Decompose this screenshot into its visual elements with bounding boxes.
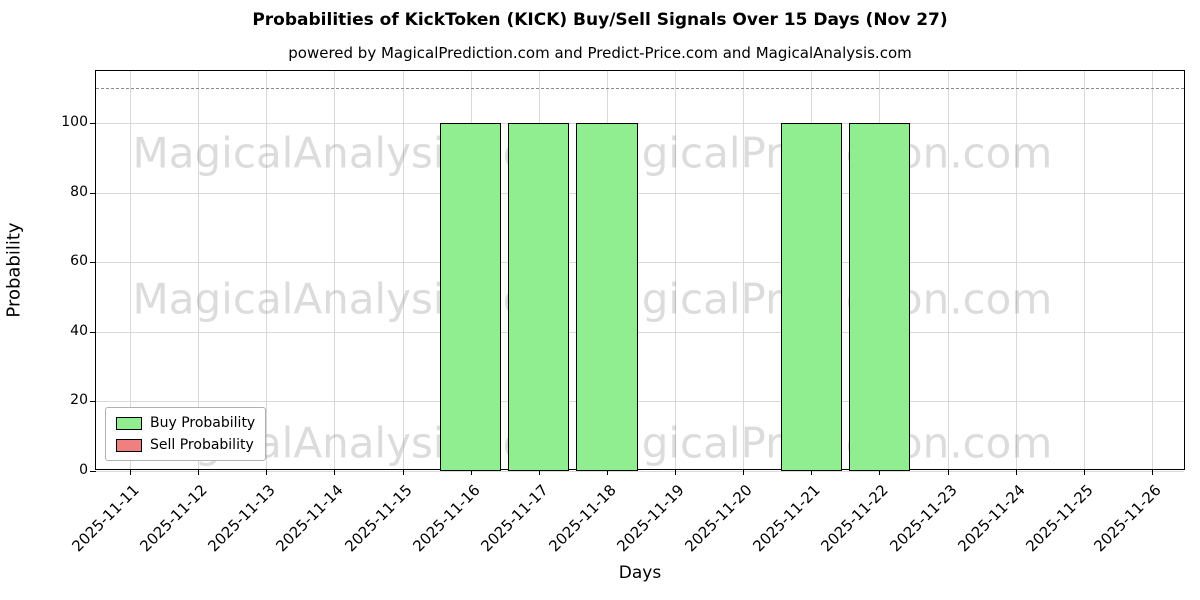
v-gridline [675, 71, 677, 469]
x-tick-mark [470, 469, 472, 475]
x-tick-mark [538, 469, 540, 475]
y-tick-label: 80 [70, 183, 88, 200]
v-gridline [1151, 71, 1153, 469]
x-tick-mark [1151, 469, 1153, 475]
v-gridline [266, 71, 268, 469]
legend-item-sell: Sell Probability [116, 437, 255, 453]
v-gridline [1083, 71, 1085, 469]
x-tick-mark [1015, 469, 1017, 475]
x-tick-mark [811, 469, 813, 475]
v-gridline [1015, 71, 1017, 469]
legend-swatch-buy [116, 416, 142, 430]
legend-label-sell: Sell Probability [150, 437, 254, 453]
watermark-text: MagicalAnalysis.com [132, 128, 570, 178]
y-tick-mark [90, 262, 96, 264]
legend: Buy Probability Sell Probability [105, 407, 267, 461]
legend-swatch-sell [116, 438, 142, 452]
y-tick-label: 0 [79, 462, 88, 478]
y-tick-label: 40 [70, 322, 88, 339]
v-gridline [402, 71, 404, 469]
x-tick-mark [1083, 469, 1085, 475]
v-gridline [947, 71, 949, 469]
v-gridline [334, 71, 336, 469]
y-tick-label: 100 [61, 114, 88, 131]
x-tick-mark [334, 469, 336, 475]
legend-item-buy: Buy Probability [116, 415, 255, 431]
chart-title: Probabilities of KickToken (KICK) Buy/Se… [252, 10, 948, 30]
bar [576, 123, 638, 471]
y-tick-mark [90, 123, 96, 125]
x-tick-mark [743, 469, 745, 475]
watermark-text: MagicalAnalysis.com [132, 274, 570, 324]
bar [848, 123, 911, 471]
legend-label-buy: Buy Probability [150, 415, 256, 431]
x-tick-mark [947, 469, 949, 475]
plot-area: MagicalAnalysis.comMagicalPrediction.com… [61, 70, 1185, 555]
v-gridline [130, 71, 132, 469]
x-tick-mark [266, 469, 268, 475]
h-gridline [96, 401, 1184, 403]
x-tick-mark [402, 469, 404, 475]
bar [440, 123, 502, 471]
y-tick-mark [90, 471, 96, 472]
h-gridline [96, 471, 1184, 472]
h-gridline [96, 123, 1184, 125]
x-tick-mark [130, 469, 132, 475]
y-tick-mark [90, 401, 96, 403]
bar [780, 123, 842, 471]
x-tick-mark [198, 469, 200, 475]
dashed-threshold-line [96, 88, 1184, 90]
x-axis-label: Days [618, 563, 662, 583]
x-tick-mark [879, 469, 881, 475]
y-tick-mark [90, 192, 96, 194]
y-tick-label: 60 [70, 253, 88, 270]
h-gridline [96, 331, 1184, 333]
y-tick-mark [90, 331, 96, 333]
v-gridline [198, 71, 200, 469]
x-tick-mark [675, 469, 677, 475]
x-tick-mark [606, 469, 608, 475]
h-gridline [96, 192, 1184, 194]
y-axis-label: Probability [3, 222, 25, 318]
chart-subtitle: powered by MagicalPrediction.com and Pre… [288, 44, 912, 62]
y-tick-label: 20 [70, 392, 88, 409]
h-gridline [96, 262, 1184, 264]
v-gridline [743, 71, 745, 469]
bar [508, 123, 570, 471]
